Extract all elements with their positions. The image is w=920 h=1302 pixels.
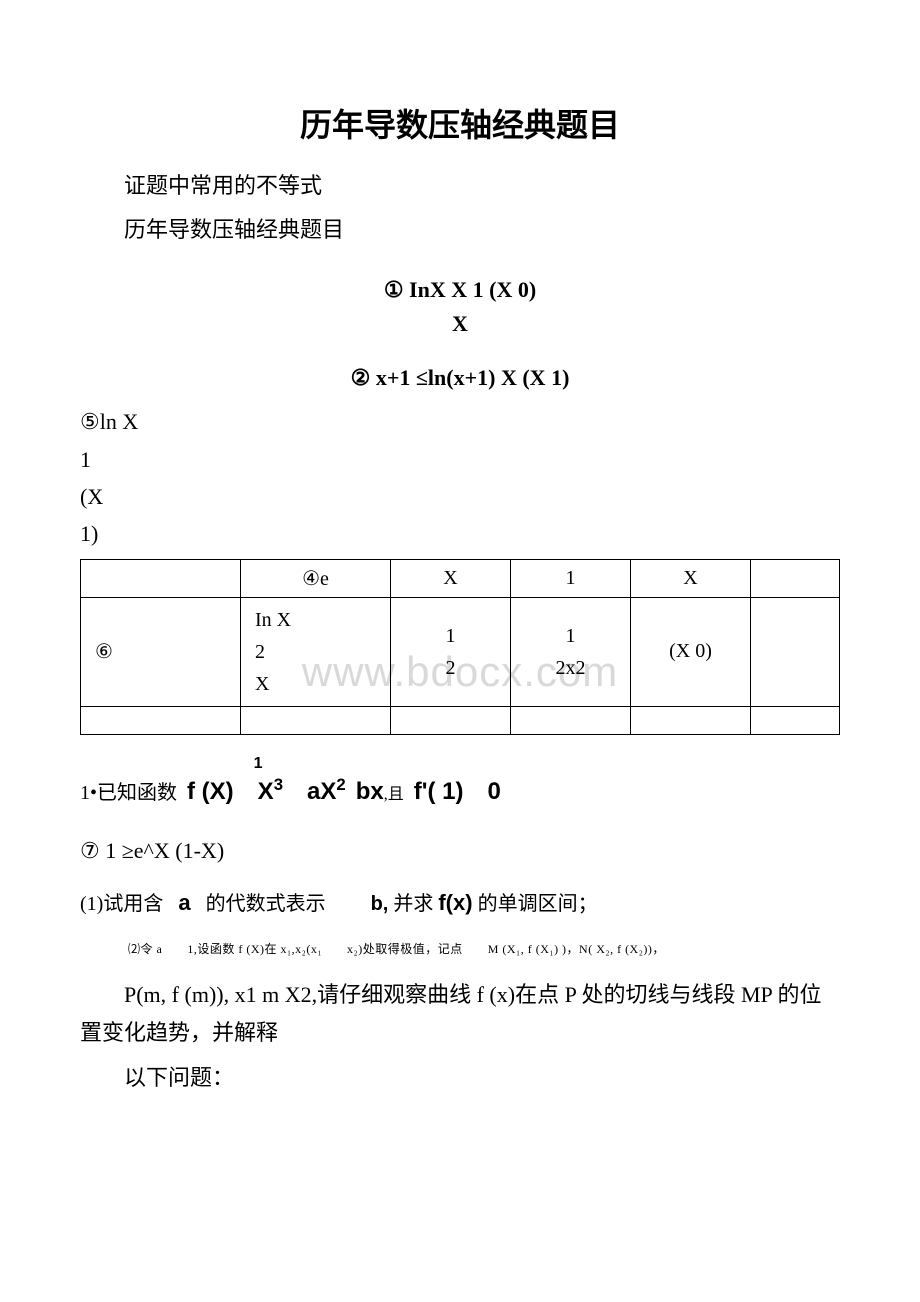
paragraph-2: 以下问题： (80, 1059, 840, 1096)
cell-line: 2 (255, 636, 376, 668)
item-7: ⑦ 1 ≥e^X (1-X) (80, 830, 840, 872)
cn: 的单调区间 (478, 893, 578, 915)
table-row: ⑥ In X 2 X 1 2 1 2x2 (X 0) (81, 597, 840, 706)
cell (751, 706, 840, 734)
exp: 2 (336, 775, 345, 794)
formula-2: ② x+1 ≤ln(x+1) X (X 1) (80, 365, 840, 391)
cell (631, 706, 751, 734)
paragraph-1: P(m, f (m)), x1 m X2,请仔细观察曲线 f (x)在点 P 处… (80, 976, 840, 1051)
semicolon: ； (578, 893, 598, 915)
cell: In X 2 X (241, 597, 391, 706)
intro-line-2: 历年导数压轴经典题目 (80, 210, 840, 250)
stack-c: (X (80, 478, 840, 515)
formula-1b: X (80, 311, 840, 337)
cell (751, 597, 840, 706)
lead: (1) (80, 893, 103, 915)
lead: 1• (80, 782, 97, 804)
cell (81, 706, 241, 734)
intro-line-1: 证题中常用的不等式 (80, 166, 840, 206)
cell: ④e (241, 559, 391, 597)
problem-segment: 1•已知函数 f (X) (80, 763, 234, 821)
cell-line: X (255, 668, 376, 700)
stack-d: 1) (80, 515, 840, 552)
term-ax2: aX2 (307, 778, 346, 805)
coef: 1 (254, 745, 263, 783)
subproblem-2: ⑵令 a 1,设函数 f (X)在 x₁,x₂(x₁ x₂)处取得极值，记点 M… (80, 936, 840, 962)
cn: 的代数式表示 (206, 893, 326, 915)
cell: 1 2 (391, 597, 511, 706)
fprime: f'( 1) (414, 778, 464, 805)
cell: ⑥ (81, 597, 241, 706)
a: a (178, 890, 190, 915)
cell: (X 0) (631, 597, 751, 706)
exp: 3 (274, 775, 283, 794)
problem-segment: aX2 bx,且 f'( 1) (307, 763, 463, 821)
formula-table: ④e X 1 X ⑥ In X 2 X 1 2 1 2x2 (X 0) (80, 559, 840, 735)
cell: 1 2x2 (511, 597, 631, 706)
fx: f (X) (187, 778, 234, 805)
zero: 0 (487, 763, 500, 821)
cell (241, 706, 391, 734)
b: b, (371, 893, 389, 915)
table-row (81, 706, 840, 734)
cell (751, 559, 840, 597)
fx: f(x) (438, 890, 472, 915)
cell-line: 1 (405, 620, 496, 652)
formula-1a: ① InX X 1 (X 0) (80, 277, 840, 303)
cell-line: 2 (405, 652, 496, 684)
cn: 并求 (393, 893, 433, 915)
problem-1: 1•已知函数 f (X) 1 X3 aX2 bx,且 f'( 1) 0 (80, 763, 840, 821)
term-x3: 1 X3 (258, 763, 283, 821)
cn: ,且 (384, 786, 404, 803)
cell: X (631, 559, 751, 597)
page-title: 历年导数压轴经典题目 (80, 100, 840, 146)
cell-line: In X (255, 604, 376, 636)
cell (391, 706, 511, 734)
subproblem-1: (1)试用含 a 的代数式表示 b, 并求 f(x) 的单调区间； (80, 882, 840, 924)
stack-b: 1 (80, 441, 840, 478)
cell-line: 2x2 (525, 652, 616, 684)
table-row: ④e X 1 X (81, 559, 840, 597)
base: aX (307, 778, 336, 805)
term-bx: bx (356, 778, 384, 805)
cell: X (391, 559, 511, 597)
cell-line: 1 (525, 620, 616, 652)
formula-stack: ⑤ln X 1 (X 1) (80, 403, 840, 553)
cn: 试用含 (103, 893, 163, 915)
stack-a: ⑤ln X (80, 403, 840, 440)
cell (81, 559, 241, 597)
cell (511, 706, 631, 734)
cell: 1 (511, 559, 631, 597)
cn: 已知函数 (97, 782, 177, 804)
